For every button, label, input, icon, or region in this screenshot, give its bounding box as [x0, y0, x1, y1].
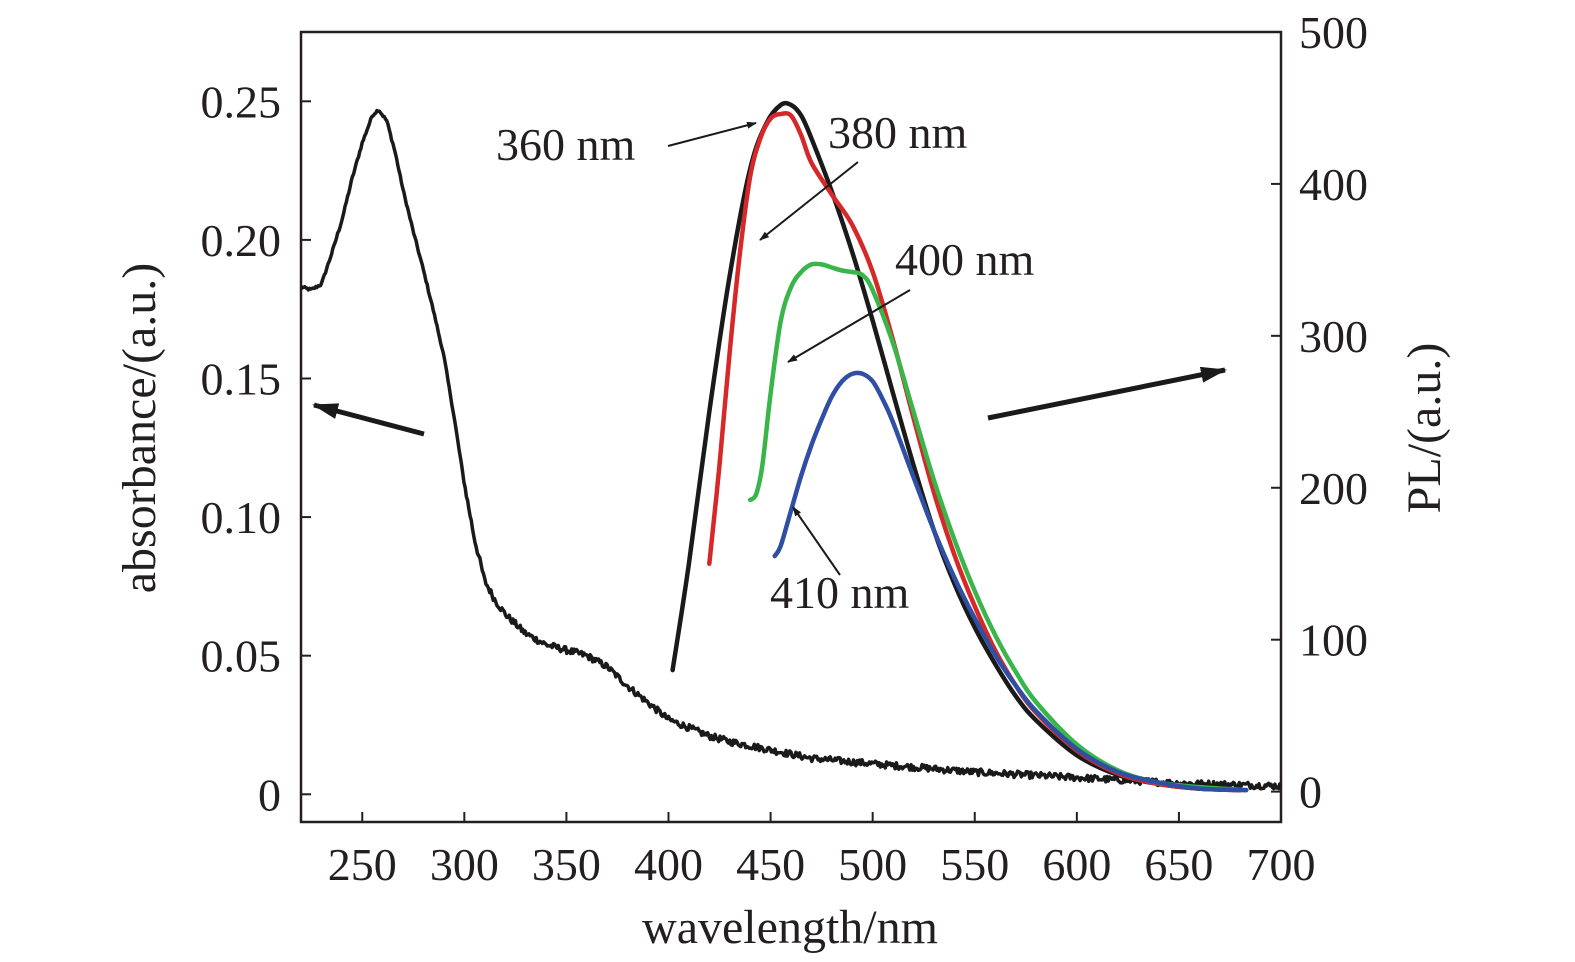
- series-group: [301, 100, 1281, 793]
- right-y-tick-label: 100: [1299, 615, 1368, 666]
- right-y-tick-label: 200: [1299, 463, 1368, 514]
- series-line-2: [707, 111, 1243, 793]
- plot-frame: [299, 30, 1283, 824]
- annotation-arrow-380nm: [759, 161, 859, 241]
- x-tick-label: 550: [940, 839, 1009, 890]
- x-axis-ticks: 250 300 350 400 450 500 550 600 650 700: [328, 812, 1316, 890]
- x-tick-label: 300: [430, 839, 499, 890]
- series-line-0: [301, 108, 1281, 791]
- x-tick-label: 700: [1247, 839, 1316, 890]
- left-y-tick-label: 0: [258, 769, 281, 820]
- left-y-tick-label: 0.20: [201, 215, 282, 266]
- annotation-400nm: 400 nm: [895, 234, 1035, 285]
- series-line-4: [772, 370, 1249, 793]
- right-y-tick-label: 500: [1299, 7, 1368, 58]
- x-tick-label: 600: [1042, 839, 1111, 890]
- right-y-axis-ticks: 0 100 200 300 400 500: [1271, 7, 1368, 818]
- right-y-tick-label: 300: [1299, 311, 1368, 362]
- right-y-axis-label: PL/(a.u.): [1398, 343, 1451, 514]
- left-y-axis-label: absorbance/(a.u.): [113, 263, 166, 594]
- right-y-tick-label: 0: [1299, 767, 1322, 818]
- x-tick-label: 450: [736, 839, 805, 890]
- series-line-3: [747, 261, 1249, 793]
- left-y-tick-label: 0.15: [201, 353, 282, 404]
- right-axis-indicator-arrow: [987, 366, 1227, 421]
- right-y-tick-label: 400: [1299, 159, 1368, 210]
- left-y-tick-label: 0.25: [201, 76, 282, 127]
- x-tick-label: 500: [838, 839, 907, 890]
- left-y-tick-label: 0.05: [201, 631, 282, 682]
- x-tick-label: 250: [328, 839, 397, 890]
- annotation-380nm: 380 nm: [828, 107, 968, 158]
- x-tick-label: 350: [532, 839, 601, 890]
- left-y-axis-ticks: 0 0.05 0.10 0.15 0.20 0.25: [201, 76, 311, 820]
- annotation-arrow-410nm: [792, 506, 841, 576]
- left-axis-indicator-arrow: [312, 402, 425, 437]
- x-tick-label: 400: [634, 839, 703, 890]
- annotation-410nm: 410 nm: [770, 567, 910, 618]
- x-tick-label: 650: [1144, 839, 1213, 890]
- x-axis-label: wavelength/nm: [642, 901, 938, 954]
- left-y-tick-label: 0.10: [201, 492, 282, 543]
- annotation-360nm: 360 nm: [496, 119, 636, 170]
- series-line-1: [670, 100, 1243, 793]
- annotation-arrow-360nm: [667, 121, 757, 147]
- annotation-arrow-400nm: [787, 289, 911, 363]
